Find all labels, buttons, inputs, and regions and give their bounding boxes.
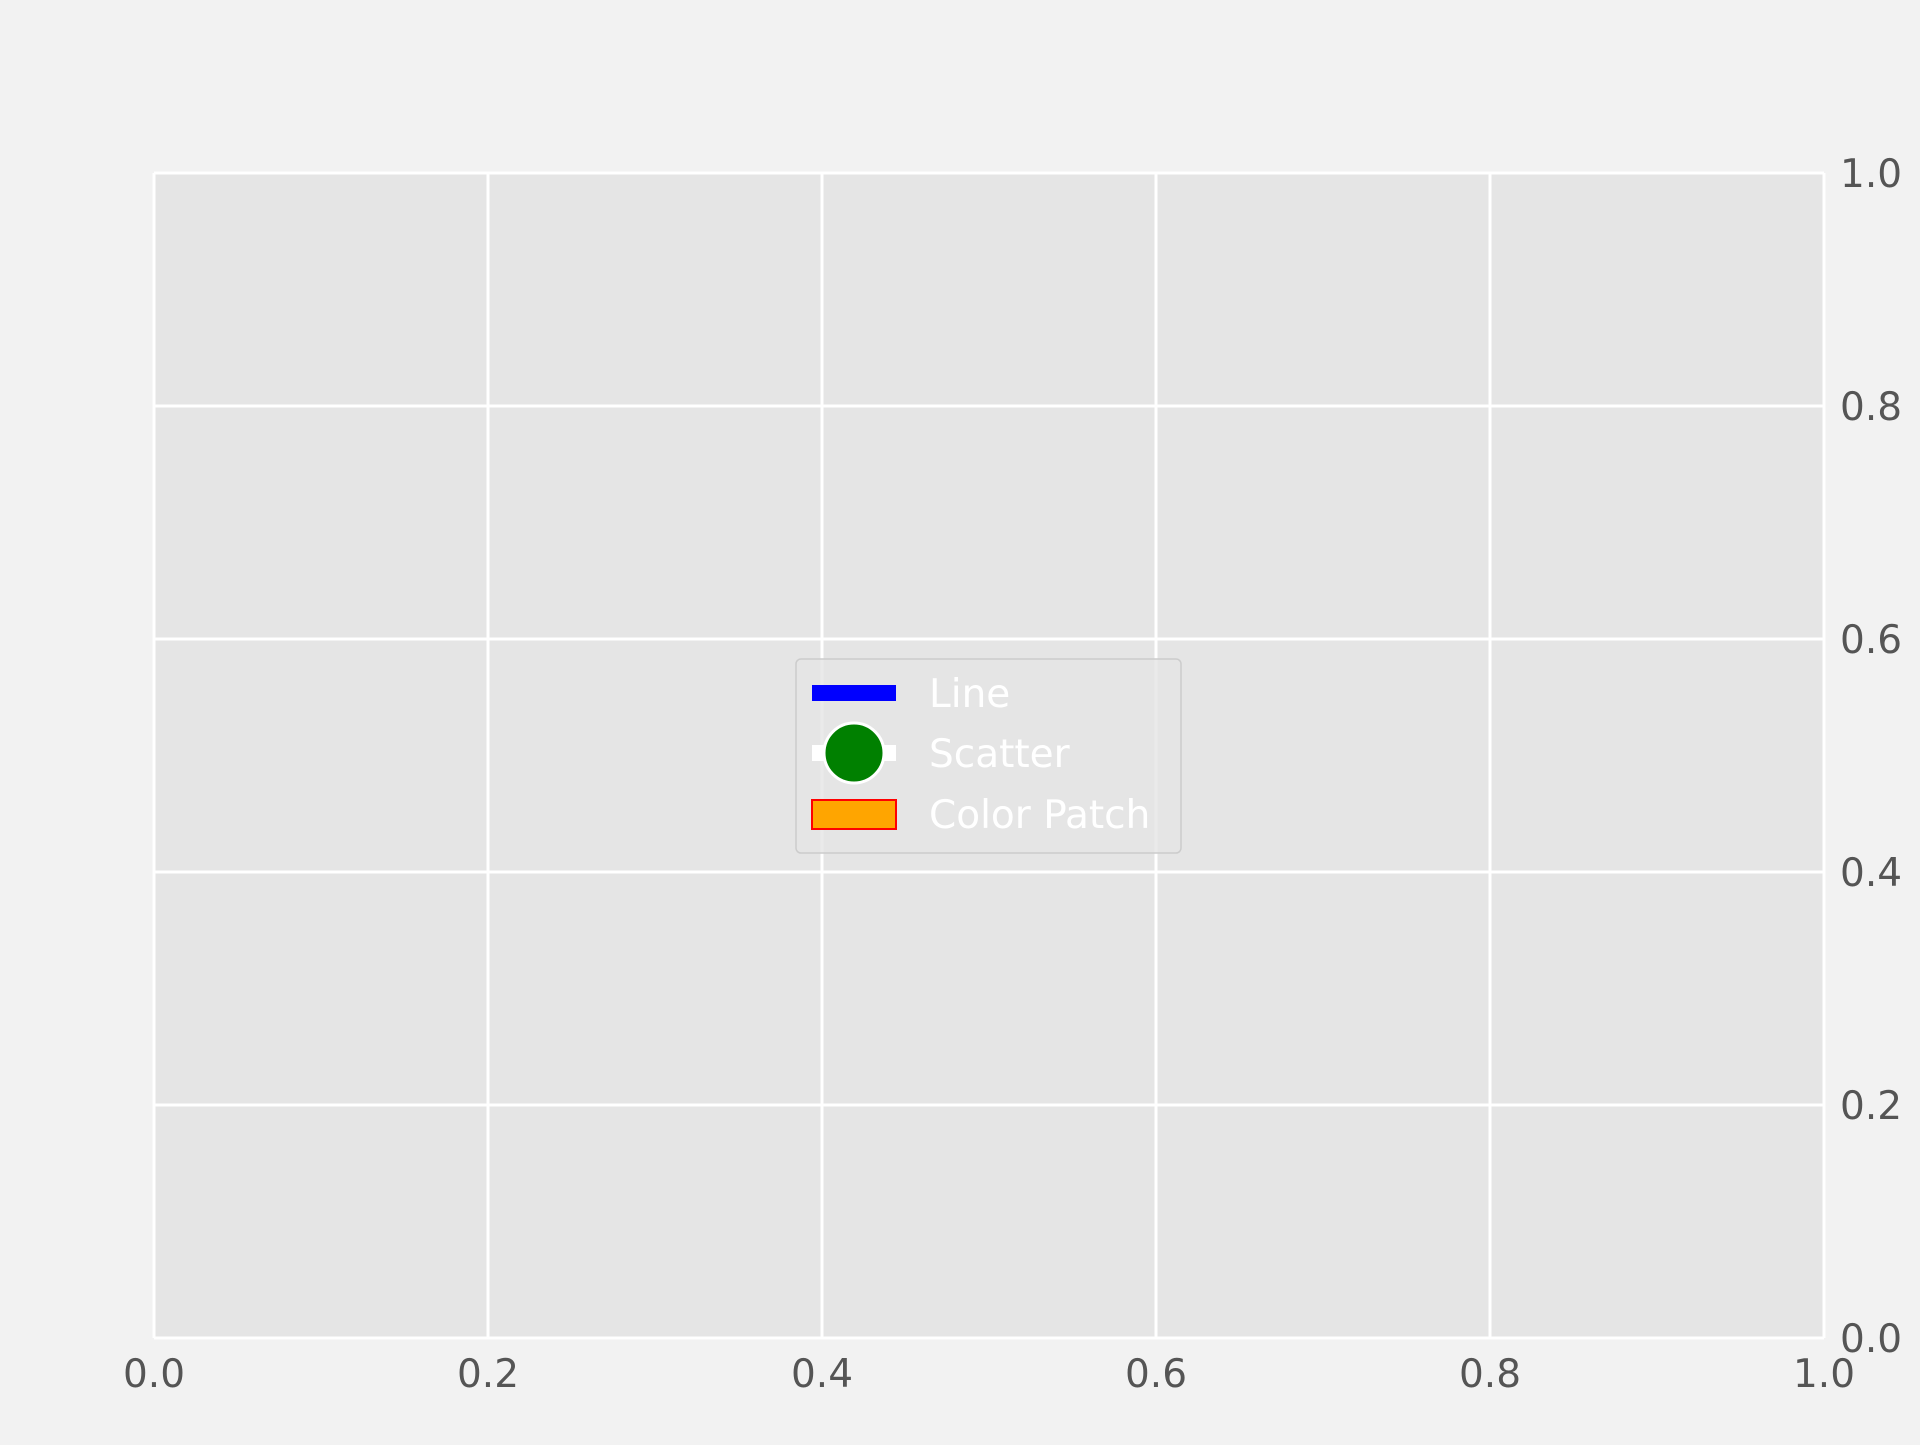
y-tick-labels: 0.0 0.2 0.4 0.6 0.8 1.0 [1840,152,1902,1362]
y-tick-label: 0.0 [1840,1317,1902,1362]
y-tick-label: 0.8 [1840,385,1902,430]
legend: Line Scatter Color Patch [795,658,1182,854]
grid-lines [152,171,1826,1340]
x-tick-label: 0.4 [791,1352,853,1397]
y-tick-label: 1.0 [1840,152,1902,197]
legend-handle-marker [822,721,886,785]
x-tick-label: 0.0 [123,1352,185,1397]
x-tick-label: 1.0 [1793,1352,1855,1397]
x-tick-label: 0.2 [457,1352,519,1397]
x-tick-labels: 0.0 0.2 0.4 0.6 0.8 1.0 [123,1352,1855,1397]
legend-handle-patch [811,799,897,830]
legend-label: Color Patch [929,793,1150,838]
legend-label: Line [929,672,1010,717]
y-tick-label: 0.2 [1840,1084,1902,1129]
legend-label: Scatter [929,732,1071,777]
y-tick-label: 0.4 [1840,851,1902,896]
x-tick-label: 0.6 [1125,1352,1187,1397]
x-tick-label: 0.8 [1459,1352,1521,1397]
y-tick-label: 0.6 [1840,618,1902,663]
